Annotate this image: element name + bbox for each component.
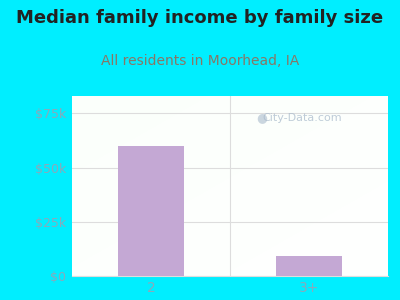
- Text: Median family income by family size: Median family income by family size: [16, 9, 384, 27]
- Text: City-Data.com: City-Data.com: [263, 112, 342, 123]
- Text: All residents in Moorhead, IA: All residents in Moorhead, IA: [101, 54, 299, 68]
- Bar: [276, 256, 342, 276]
- Bar: [118, 146, 184, 276]
- Text: ●: ●: [256, 111, 267, 124]
